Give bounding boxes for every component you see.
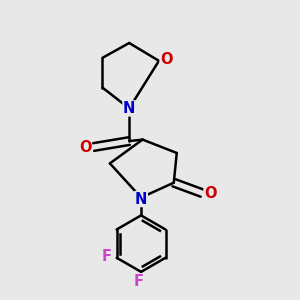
Text: O: O [160,52,172,67]
Text: F: F [134,274,144,289]
Text: O: O [79,140,92,154]
Text: F: F [102,249,112,264]
Text: O: O [204,186,217,201]
Text: N: N [135,191,147,206]
Text: N: N [123,101,135,116]
